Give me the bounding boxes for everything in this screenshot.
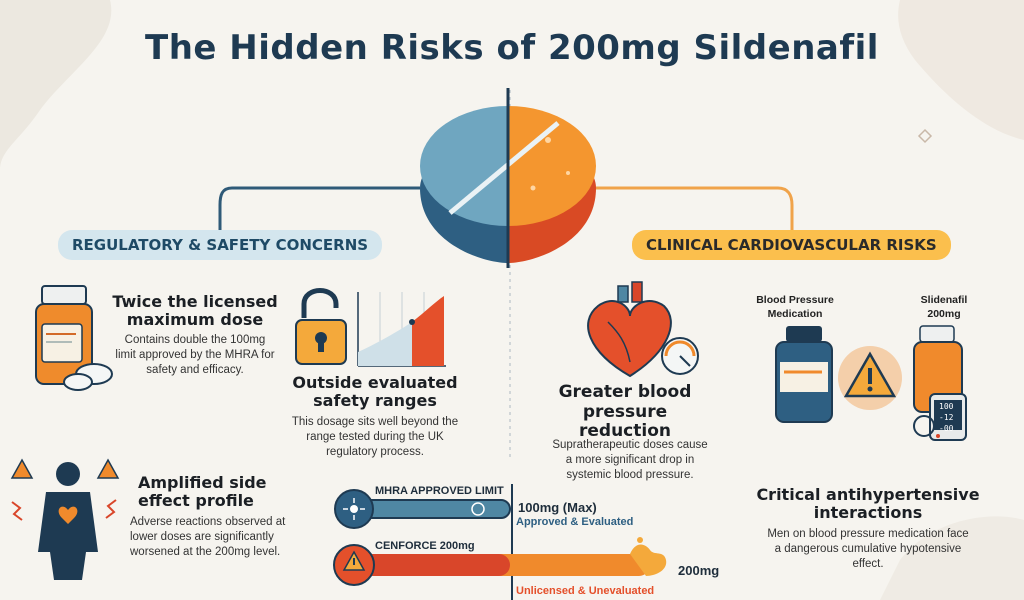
item-side-effects-body: Adverse reactions observed at lower dose… <box>130 516 286 558</box>
sildenafil-label: Slidenafil 200mg <box>920 294 968 320</box>
drug-interaction-icon <box>775 325 967 441</box>
item-bp-reduction-heading: Greater blood pressure reduction <box>558 382 692 442</box>
unlocked-padlock-chart-icon <box>295 288 446 367</box>
pill-icon <box>420 88 596 268</box>
item-twice-dose-body: Contains double the 100mg limit approved… <box>115 334 275 376</box>
regulatory-banner: REGULATORY & SAFETY CONCERNS <box>58 230 383 260</box>
readout-line: 100 <box>939 402 954 411</box>
item-safety-range-heading: Outside evaluated safety ranges <box>292 373 458 411</box>
readout-line: -00 <box>939 424 954 433</box>
item-interactions-heading: Critical antihypertensive interactions <box>756 485 980 523</box>
page-title: The Hidden Risks of 200mg Sildenafil <box>145 28 879 68</box>
mhra-limit-status: Approved & Evaluated <box>516 516 634 528</box>
body-side-effects-icon <box>10 458 120 580</box>
bp-medication-label: Blood Pressure Medication <box>756 294 834 320</box>
bp-monitor-readout: 100 -12 -00 <box>939 401 961 434</box>
item-safety-range-body: This dosage sits well beyond the range t… <box>291 416 459 458</box>
cardiovascular-banner: CLINICAL CARDIOVASCULAR RISKS <box>632 230 951 260</box>
item-twice-dose-heading: Twice the licensed maximum dose <box>112 292 278 330</box>
cenforce-label: CENFORCE 200mg <box>375 540 475 552</box>
mhra-limit-value: 100mg (Max) <box>518 500 597 515</box>
heart-gauge-icon <box>587 281 699 378</box>
cenforce-value: 200mg <box>678 563 720 578</box>
readout-line: -12 <box>939 413 954 422</box>
item-interactions-body: Men on blood pressure medication face a … <box>767 528 969 570</box>
item-side-effects-heading: Amplified side effect profile <box>138 473 267 511</box>
dose-comparison-graphic <box>333 484 667 600</box>
cenforce-status: Unlicensed & Unevaluated <box>516 585 655 597</box>
pill-bottle-icon <box>35 285 113 391</box>
mhra-limit-label: MHRA APPROVED LIMIT <box>375 485 504 497</box>
item-bp-reduction-body: Supratherapeutic doses cause a more sign… <box>552 439 708 481</box>
